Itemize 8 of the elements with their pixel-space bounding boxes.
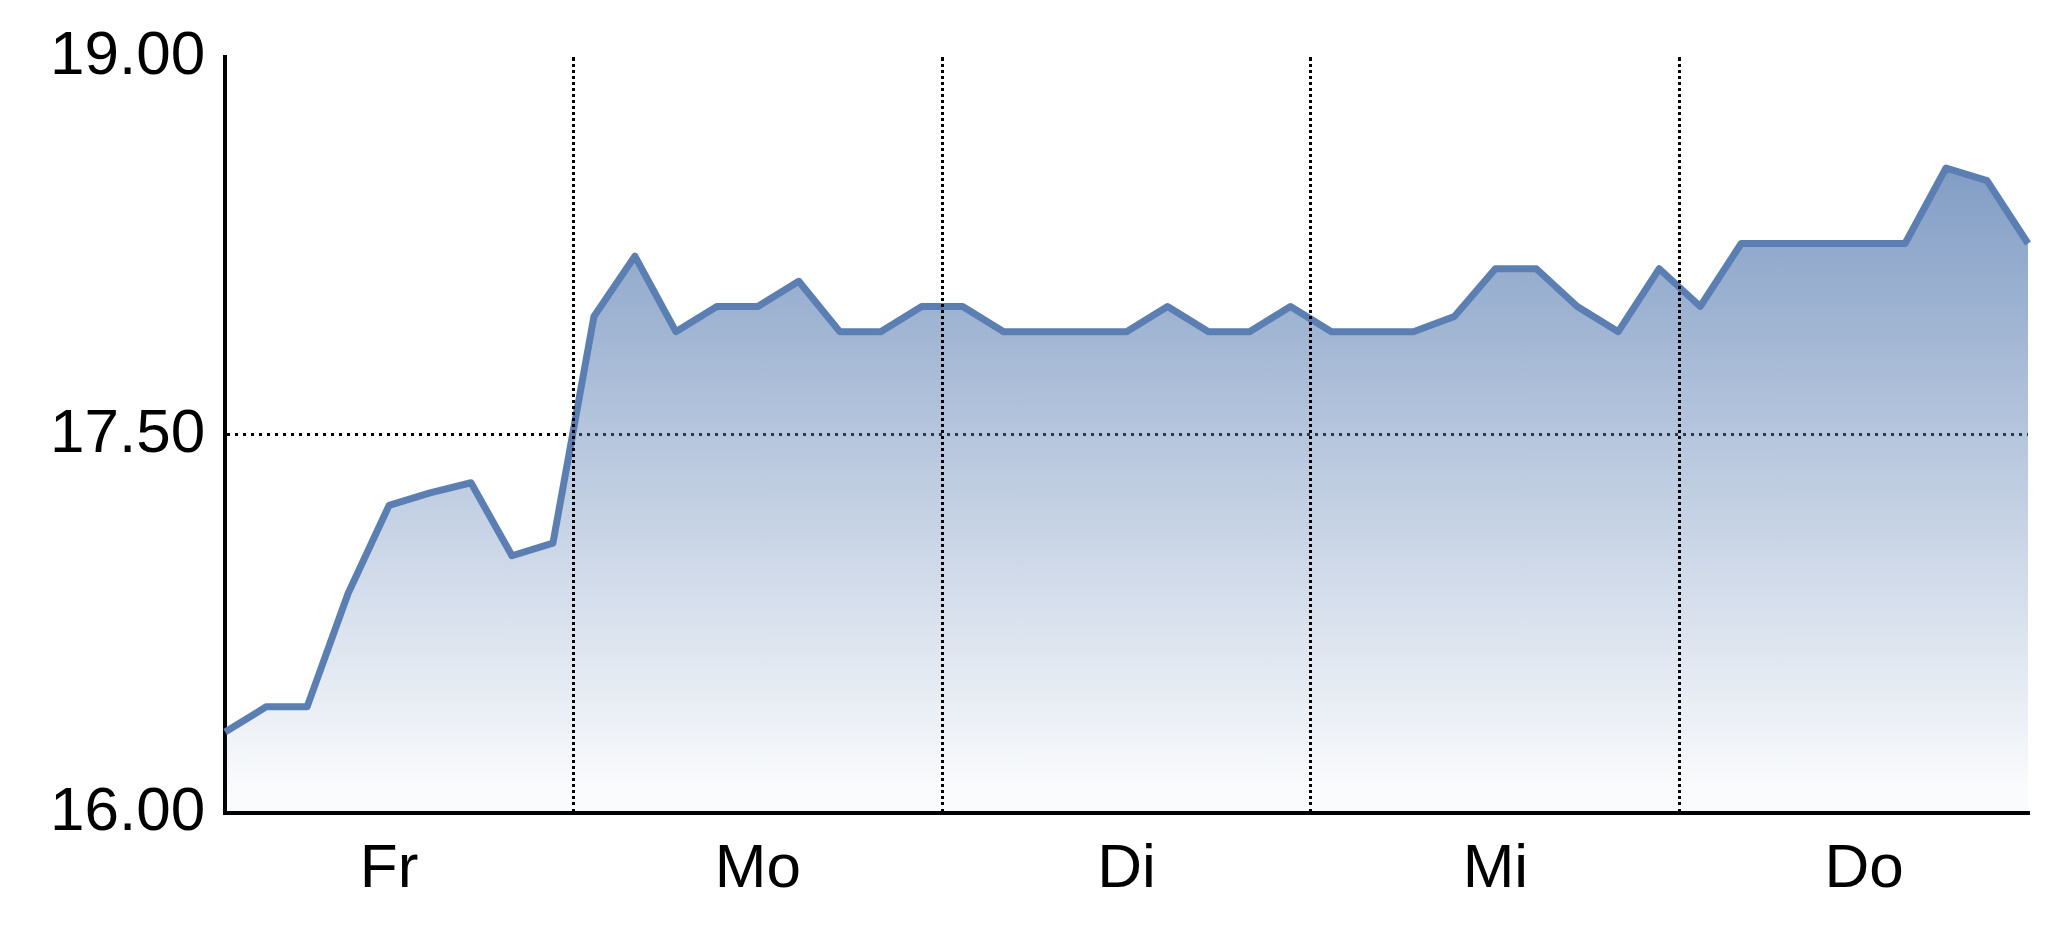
y-tick-label: 16.00	[50, 773, 206, 843]
x-tick-label: Mo	[714, 830, 801, 900]
x-tick-label: Fr	[359, 830, 419, 900]
x-tick-label: Di	[1097, 830, 1156, 900]
x-tick-label: Mi	[1462, 830, 1529, 900]
y-tick-label: 19.00	[50, 18, 206, 88]
x-tick-label: Do	[1824, 830, 1904, 900]
y-tick-label: 17.50	[50, 395, 206, 465]
